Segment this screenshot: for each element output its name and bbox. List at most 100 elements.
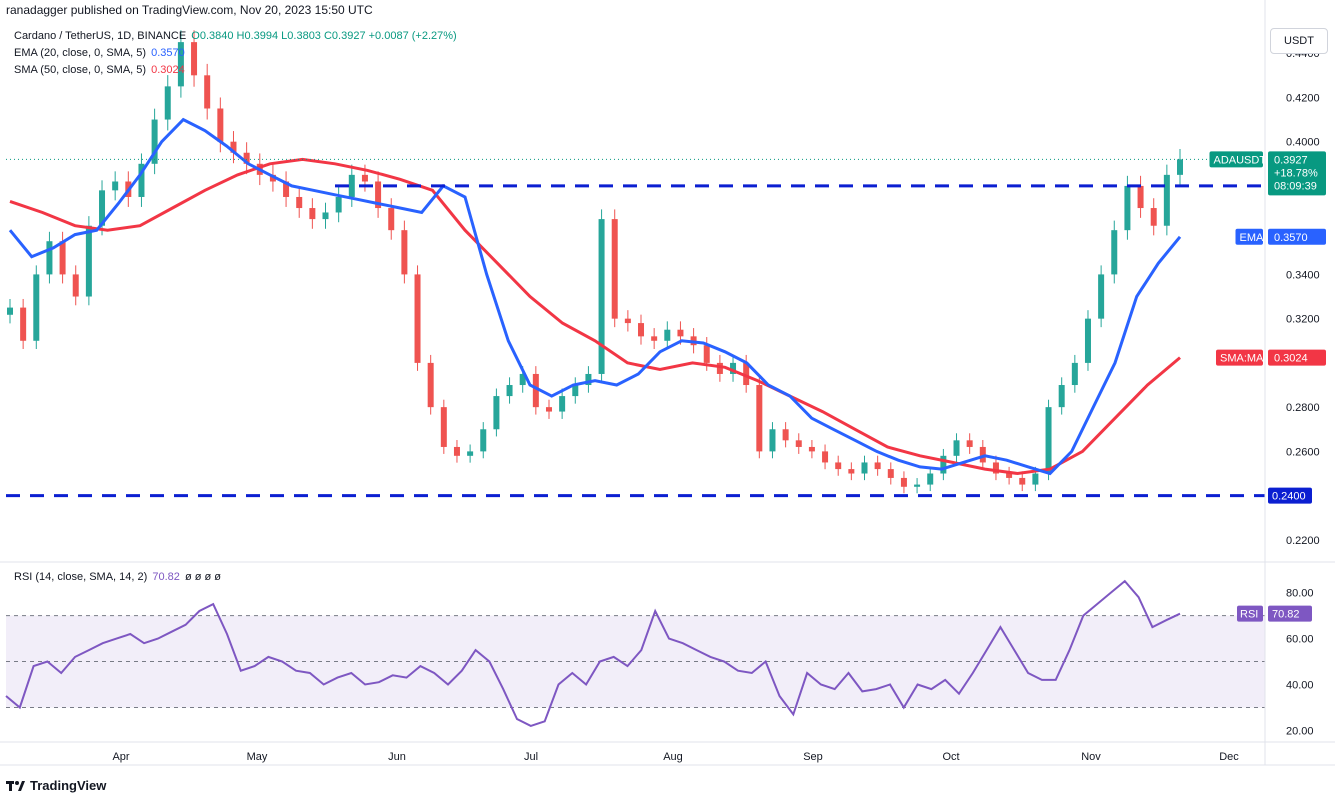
rsi-legend: RSI (14, close, SMA, 14, 2) 70.82 ø ø ø … (14, 571, 221, 583)
candle-body (1006, 473, 1013, 478)
candle-body (1019, 477, 1026, 485)
candle-body (900, 477, 907, 487)
rsi-tick-label: 40.00 (1286, 680, 1314, 692)
candle-body (348, 174, 355, 197)
candle-body (335, 196, 342, 213)
candle-body (559, 396, 566, 412)
publisher-line: ranadagger published on TradingView.com,… (6, 3, 373, 17)
candle-body (361, 174, 368, 182)
candle-body (164, 86, 171, 120)
ema-value: 0.3570 (151, 47, 185, 59)
candle-body (940, 455, 947, 474)
candle-body (283, 181, 290, 197)
candle-body (375, 181, 382, 209)
rsi-value: 70.82 (152, 571, 180, 583)
candle-body (716, 362, 723, 374)
candle-body (730, 362, 737, 374)
candle-body (1084, 318, 1091, 363)
candle-body (138, 163, 145, 197)
candle-body (927, 473, 934, 485)
candle-body (1058, 385, 1065, 408)
candle-body (467, 451, 474, 456)
price-tag-change: +18.78% (1274, 167, 1318, 179)
candle-body (743, 362, 750, 386)
candle-body (1111, 230, 1118, 275)
rsi-tag-name-bg (1237, 605, 1263, 622)
sma-legend: SMA (50, close, 0, SMA, 5) 0.3024 (14, 64, 185, 76)
candle-body (914, 484, 921, 487)
candle-body (822, 451, 829, 463)
candle-body (401, 230, 408, 275)
candle-body (585, 373, 592, 386)
candle-body (624, 318, 631, 324)
candle-body (414, 274, 421, 363)
candle-body (638, 323, 645, 337)
price-tag-bg (1268, 228, 1326, 245)
ohlc-values: O0.3840 H0.3994 L0.3803 C0.3927 +0.0087 … (191, 30, 457, 42)
price-tick-label: 0.2200 (1286, 535, 1320, 547)
rsi-tag-value: 70.82 (1272, 609, 1300, 621)
candle-body (545, 407, 552, 412)
price-tag-name-bg (1209, 151, 1263, 168)
candle-body (243, 152, 250, 164)
price-axis: 0.44000.42000.40000.34000.32000.28000.26… (1209, 48, 1326, 738)
price-pane[interactable] (6, 30, 1265, 498)
candle-body (992, 462, 999, 474)
price-tag-value: 0.3024 (1274, 353, 1308, 365)
x-axis: Apr May Jun Jul Aug Sep Oct Nov Dec (112, 751, 1239, 763)
candle-body (1137, 185, 1144, 209)
rsi-band-fill (6, 615, 1265, 708)
sma-value: 0.3024 (151, 64, 185, 76)
rsi-tick-label: 20.00 (1286, 726, 1314, 738)
symbol-title: Cardano / TetherUS, 1D, BINANCE (14, 30, 187, 42)
price-tag-name: ADAUSDT (1214, 154, 1267, 166)
candle-body (519, 373, 526, 386)
candle-body (230, 141, 237, 153)
price-tick-label: 0.2600 (1286, 446, 1320, 458)
candle-body (874, 462, 881, 470)
price-tick-label: 0.3400 (1286, 269, 1320, 281)
candle-body (480, 429, 487, 452)
rsi-tag-bg (1268, 605, 1312, 622)
candle-body (835, 462, 842, 470)
candle-body (703, 345, 710, 363)
tradingview-logo-icon (6, 780, 25, 791)
candle-body (177, 42, 184, 87)
candle-body (795, 440, 802, 447)
candle-body (532, 373, 539, 408)
sma-label: SMA (50, close, 0, SMA, 5) (14, 64, 147, 76)
candle-body (388, 208, 395, 231)
candle-body (217, 108, 224, 142)
candle-body (598, 219, 605, 374)
rsi-tick-label: 80.00 (1286, 588, 1314, 600)
price-tag-name: SMA:MA (1220, 353, 1264, 365)
currency-button[interactable]: USDT (1270, 28, 1328, 54)
footer-brand: TradingView (30, 778, 107, 793)
candle-body (33, 274, 40, 341)
candle-body (427, 362, 434, 408)
level-tag-label: 0.2400 (1272, 491, 1306, 503)
candle-body (611, 219, 618, 319)
candle-body (112, 181, 119, 191)
price-tick-label: 0.4000 (1286, 137, 1320, 149)
candle-body (151, 119, 158, 164)
candle-body (85, 225, 92, 297)
footer[interactable]: TradingView (6, 778, 106, 793)
candle-body (72, 274, 79, 297)
rsi-extra: ø ø ø ø (184, 571, 221, 583)
symbol-legend: Cardano / TetherUS, 1D, BINANCE O0.3840 … (14, 30, 457, 42)
candle-body (440, 407, 447, 447)
candle-body (296, 196, 303, 209)
price-tag-bg (1268, 349, 1326, 366)
x-tick-label: Dec (1219, 751, 1239, 763)
candle-body (99, 190, 106, 226)
candle-body (20, 307, 27, 341)
candle-body (651, 336, 658, 341)
candle-body (1071, 362, 1078, 386)
rsi-pane[interactable] (5, 579, 1265, 727)
candle-body (506, 385, 513, 397)
candle-body (769, 429, 776, 452)
candle-body (46, 241, 53, 275)
candle-body (861, 462, 868, 474)
